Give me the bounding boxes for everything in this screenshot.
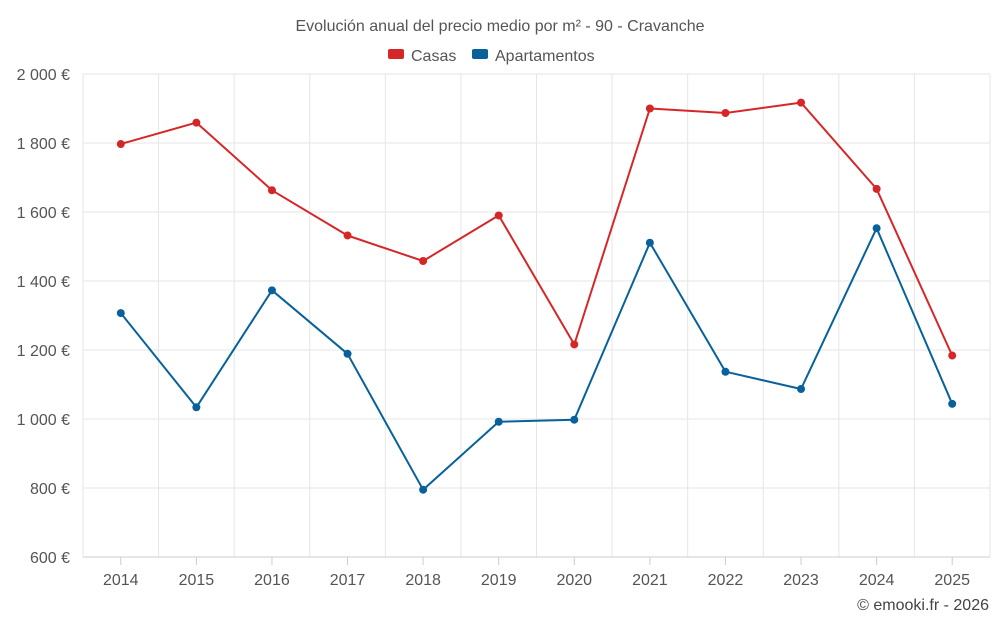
data-point-apartamentos[interactable] [116, 309, 125, 318]
y-axis-ticks: 600 € 800 € 1 000 € 1 200 € 1 400 € 1 600 € 1 … [17, 67, 70, 567]
legend-label-apartamentos: Apartamentos [495, 48, 595, 65]
legend-item-casas[interactable]: Casas [388, 48, 456, 65]
data-point-casas[interactable] [721, 108, 730, 117]
legend: Casas Apartamentos [388, 48, 595, 65]
data-point-apartamentos[interactable] [948, 399, 957, 408]
legend-swatch-apartamentos [472, 49, 488, 59]
data-point-apartamentos[interactable] [343, 349, 352, 358]
data-point-apartamentos[interactable] [721, 367, 730, 376]
series-apartamentos [116, 224, 957, 494]
x-axis-ticks: 2014 2015 2016 2017 2018 2019 2020 2021 2022 2023… [103, 557, 970, 589]
x-tick-label: 2023 [783, 572, 819, 589]
x-tick-label: 2025 [934, 572, 970, 589]
data-point-casas[interactable] [116, 140, 125, 149]
x-tick-label: 2022 [708, 572, 744, 589]
data-point-casas[interactable] [267, 186, 276, 195]
series-line-apartamentos [120, 227, 954, 491]
y-tick-label: 1 400 € [17, 274, 70, 291]
data-point-apartamentos[interactable] [267, 286, 276, 295]
legend-swatch-casas [388, 49, 404, 59]
credit-text: © emooki.fr - 2026 [857, 597, 989, 614]
data-point-casas[interactable] [948, 351, 957, 360]
legend-item-apartamentos[interactable]: Apartamentos [472, 48, 595, 65]
chart-title: Evolución anual del precio medio por m² … [295, 18, 704, 35]
y-tick-label: 1 800 € [17, 136, 70, 153]
x-tick-label: 2020 [556, 572, 592, 589]
data-point-casas[interactable] [343, 231, 352, 240]
x-tick-label: 2015 [179, 572, 215, 589]
x-tick-label: 2017 [330, 572, 366, 589]
data-point-casas[interactable] [872, 184, 881, 193]
legend-label-casas: Casas [411, 48, 456, 65]
grid [82, 73, 991, 558]
x-tick-label: 2021 [632, 572, 668, 589]
data-point-apartamentos[interactable] [494, 417, 503, 426]
data-point-casas[interactable] [419, 256, 428, 265]
data-point-casas[interactable] [494, 211, 503, 220]
y-tick-label: 1 000 € [17, 412, 70, 429]
series-line-casas [120, 101, 954, 356]
x-tick-label: 2016 [254, 572, 290, 589]
x-tick-label: 2018 [405, 572, 441, 589]
y-tick-label: 1 600 € [17, 205, 70, 222]
data-point-apartamentos[interactable] [570, 415, 579, 424]
x-tick-label: 2019 [481, 572, 517, 589]
y-tick-label: 600 € [30, 550, 70, 567]
data-point-casas[interactable] [797, 98, 806, 107]
data-point-casas[interactable] [570, 340, 579, 349]
data-point-apartamentos[interactable] [419, 485, 428, 494]
data-point-apartamentos[interactable] [797, 384, 806, 393]
y-tick-label: 2 000 € [17, 67, 70, 84]
series-casas [116, 98, 957, 360]
data-point-casas[interactable] [645, 104, 654, 113]
data-point-apartamentos[interactable] [645, 238, 654, 247]
data-point-casas[interactable] [192, 118, 201, 127]
data-point-apartamentos[interactable] [192, 403, 201, 412]
data-point-apartamentos[interactable] [872, 224, 881, 233]
y-tick-label: 800 € [30, 481, 70, 498]
x-tick-label: 2024 [859, 572, 895, 589]
y-tick-label: 1 200 € [17, 343, 70, 360]
x-tick-label: 2014 [103, 572, 139, 589]
series [116, 98, 957, 494]
